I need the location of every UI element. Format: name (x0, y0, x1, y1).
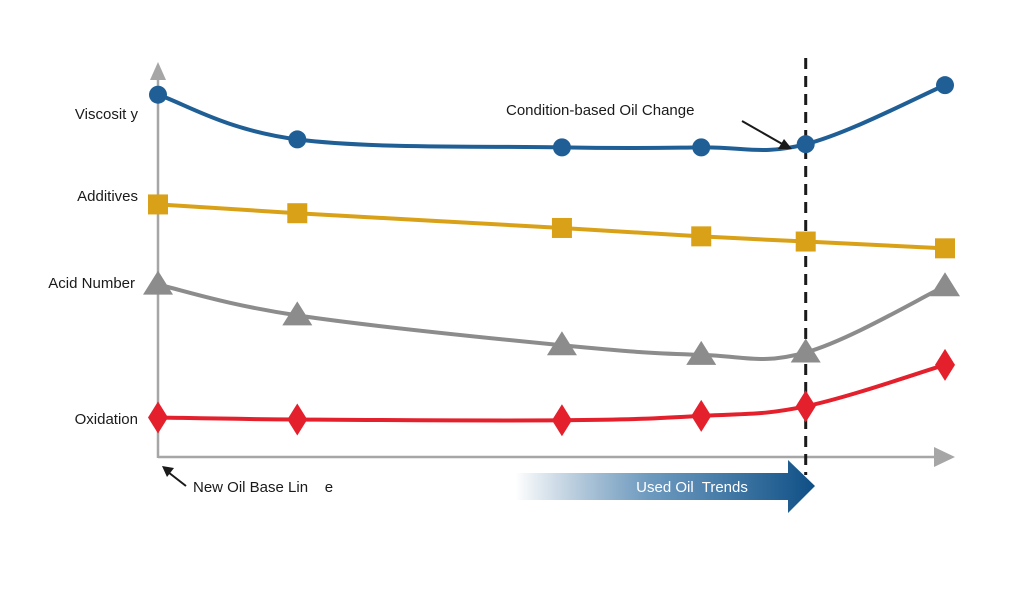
oil-change-label: Condition-based Oil Change (506, 102, 694, 119)
data-point-additives-5 (935, 238, 955, 259)
oil-change-pointer-arrowhead (778, 139, 792, 149)
used-oil-trend-label: Used Oil Trends (636, 479, 748, 496)
series-line-oxidation (156, 362, 947, 423)
data-point-oxidation-5 (935, 348, 955, 381)
data-point-acid-number-5 (930, 272, 960, 297)
data-point-additives-1 (287, 203, 308, 224)
y-axis-arrowhead (150, 62, 166, 80)
baseline-pointer-arrow (167, 471, 187, 487)
series-additives (148, 194, 955, 259)
series-viscosit-y (149, 76, 954, 157)
data-point-acid-number-0 (143, 270, 173, 295)
data-point-acid-number-4 (790, 338, 821, 363)
series-line-viscosit-y (156, 83, 947, 152)
oil-change-pointer-arrow (741, 120, 785, 146)
series-label-oxidation: Oxidation (75, 411, 138, 428)
series-label-viscosity: Viscosit y (75, 106, 139, 123)
data-point-acid-number-3 (686, 340, 717, 365)
data-point-additives-2 (551, 217, 572, 238)
data-point-additives-0 (148, 194, 168, 215)
data-point-viscosit-y-1 (288, 130, 307, 149)
data-point-acid-number-2 (546, 331, 577, 356)
series-acid-number (143, 270, 960, 365)
data-point-viscosit-y-2 (552, 138, 571, 157)
data-point-oxidation-3 (691, 399, 712, 432)
series-label-acid-number: Acid Number (48, 275, 135, 292)
series-oxidation (148, 348, 955, 437)
data-point-oxidation-4 (795, 390, 816, 423)
series-line-acid-number (156, 282, 947, 361)
data-point-oxidation-2 (551, 404, 572, 437)
series-line-additives (156, 202, 947, 251)
data-point-viscosit-y-0 (149, 85, 167, 104)
data-point-additives-4 (795, 231, 816, 252)
data-point-viscosit-y-4 (796, 135, 815, 154)
data-point-viscosit-y-5 (936, 76, 954, 95)
series-labels: Viscosit y Additives Acid Number Oxidati… (48, 106, 138, 428)
data-point-oxidation-1 (287, 403, 308, 436)
oil-change-annotation: Condition-based Oil Change (506, 102, 792, 149)
series-label-additives: Additives (77, 188, 138, 205)
series-layer (143, 76, 960, 437)
used-oil-trend-arrow: Used Oil Trends (515, 460, 815, 513)
data-point-additives-3 (691, 226, 712, 247)
baseline-pointer-arrowhead (162, 466, 174, 477)
data-point-oxidation-0 (148, 401, 168, 434)
x-axis-arrowhead (934, 447, 955, 467)
data-point-viscosit-y-3 (692, 138, 711, 157)
baseline-annotation: New Oil Base Lin e (162, 466, 333, 496)
data-point-acid-number-1 (282, 301, 313, 326)
axes (150, 62, 955, 467)
baseline-label: New Oil Base Lin e (193, 479, 333, 496)
